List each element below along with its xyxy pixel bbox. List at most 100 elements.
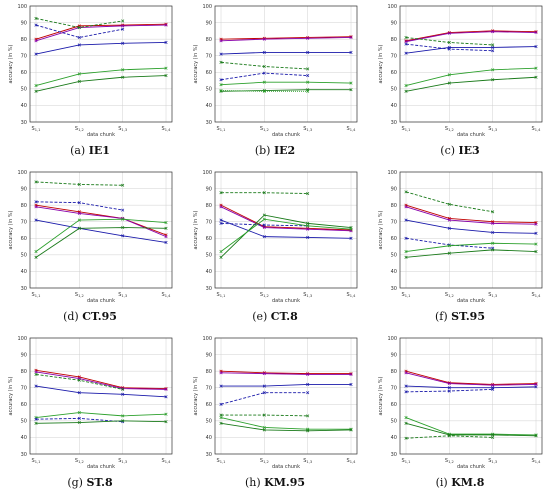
y-tick-label: 40 bbox=[391, 103, 397, 109]
data-point bbox=[164, 235, 168, 239]
data-point bbox=[534, 75, 538, 79]
data-point bbox=[262, 413, 266, 417]
data-point bbox=[404, 205, 408, 209]
caption-letter: (e) bbox=[252, 310, 268, 323]
data-point bbox=[262, 213, 266, 217]
series-line bbox=[405, 191, 493, 213]
series-line bbox=[35, 219, 167, 243]
data-point bbox=[404, 42, 408, 46]
data-point bbox=[491, 230, 495, 235]
data-point bbox=[404, 35, 408, 40]
series-line bbox=[220, 206, 352, 232]
chart-panel: 30 40 50 60 70 80 90 100 S1,1 S1,2 S1,3 S1,4 accurac… bbox=[185, 166, 365, 304]
data-point bbox=[404, 40, 408, 44]
data-point bbox=[219, 384, 223, 388]
data-point bbox=[164, 66, 168, 70]
data-point bbox=[447, 31, 451, 35]
caption-letter: (a) bbox=[70, 144, 86, 157]
plot-frame bbox=[29, 337, 173, 455]
y-tick-label: 60 bbox=[21, 402, 27, 408]
series-line bbox=[220, 89, 351, 92]
y-tick-label: 100 bbox=[202, 4, 212, 10]
data-point bbox=[306, 391, 310, 395]
data-point bbox=[306, 89, 310, 93]
data-point bbox=[262, 37, 266, 41]
data-point bbox=[534, 222, 538, 226]
series-line bbox=[405, 219, 537, 234]
data-point bbox=[491, 433, 495, 437]
data-point bbox=[404, 89, 408, 93]
y-tick-label: 90 bbox=[206, 20, 212, 26]
y-tick-label: 90 bbox=[21, 352, 27, 358]
y-tick-label: 30 bbox=[21, 120, 27, 126]
data-point bbox=[77, 411, 81, 415]
x-tick-label: S1,4 bbox=[347, 126, 357, 132]
chart-svg: 30 40 50 60 70 80 90 100 S1,1 S1,2 S1,3 S1,4 accurac… bbox=[193, 4, 358, 138]
x-axis-label: data chunk bbox=[457, 464, 485, 470]
data-point bbox=[491, 78, 495, 82]
y-tick-label: 40 bbox=[21, 269, 27, 275]
data-point bbox=[306, 224, 310, 228]
y-tick-label: 90 bbox=[391, 352, 397, 358]
chart-panel: 30 40 50 60 70 80 90 100 S1,1 S1,2 S1,3 S1,4 accurac… bbox=[370, 166, 550, 304]
data-point bbox=[404, 415, 408, 420]
data-point bbox=[349, 50, 353, 54]
x-tick-label: S1,3 bbox=[488, 292, 497, 298]
data-point bbox=[404, 390, 408, 394]
series-line bbox=[35, 24, 123, 38]
panel-caption: (b) IE2 bbox=[185, 144, 365, 157]
series-line bbox=[405, 372, 537, 386]
y-tick-label: 90 bbox=[206, 352, 212, 358]
plot-frame bbox=[214, 5, 358, 123]
chart-svg: 30 40 50 60 70 80 90 100 S1,1 S1,2 S1,3 S1,4 accurac… bbox=[378, 4, 543, 138]
x-tick-label: S1,2 bbox=[445, 458, 454, 464]
data-point bbox=[447, 226, 451, 230]
series-line bbox=[405, 249, 537, 258]
y-tick-label: 60 bbox=[21, 70, 27, 76]
data-point bbox=[349, 236, 353, 240]
y-tick-label: 30 bbox=[206, 286, 212, 292]
y-tick-label: 50 bbox=[21, 253, 27, 259]
data-point bbox=[491, 43, 495, 47]
data-point bbox=[306, 235, 310, 240]
y-tick-label: 30 bbox=[206, 120, 212, 126]
data-point bbox=[404, 236, 408, 240]
plot-frame bbox=[214, 171, 358, 289]
data-point bbox=[491, 30, 495, 34]
x-tick-label: S1,4 bbox=[532, 126, 542, 132]
series-line bbox=[405, 31, 537, 43]
data-point bbox=[121, 41, 125, 45]
x-tick-label: S1,4 bbox=[347, 458, 357, 464]
x-tick-label: S1,3 bbox=[118, 458, 127, 464]
x-tick-label: S1,4 bbox=[162, 458, 172, 464]
data-point bbox=[404, 421, 408, 425]
y-tick-label: 40 bbox=[391, 269, 397, 275]
y-axis-label: accuracy (in %) bbox=[193, 210, 199, 249]
data-point bbox=[164, 220, 168, 225]
caption-name: KM.95 bbox=[264, 476, 306, 489]
data-point bbox=[219, 39, 223, 43]
data-point bbox=[219, 205, 223, 209]
data-point bbox=[121, 19, 125, 23]
x-tick-label: S1,1 bbox=[32, 458, 41, 464]
y-tick-label: 50 bbox=[391, 87, 397, 93]
data-point bbox=[404, 255, 408, 259]
data-point bbox=[219, 413, 223, 417]
data-point bbox=[262, 372, 266, 376]
data-point bbox=[121, 225, 125, 230]
data-point bbox=[491, 241, 495, 245]
data-point bbox=[164, 40, 168, 45]
chart-panel: 30 40 50 60 70 80 90 100 S1,1 S1,2 S1,3 S1,4 accurac… bbox=[185, 0, 365, 138]
series-line bbox=[35, 412, 167, 418]
x-tick-label: S1,2 bbox=[75, 292, 84, 298]
series-line bbox=[220, 218, 352, 252]
data-point bbox=[447, 47, 451, 51]
series-line bbox=[220, 417, 351, 430]
data-point bbox=[447, 202, 451, 206]
plot-frame bbox=[214, 337, 358, 455]
caption-letter: (g) bbox=[67, 476, 83, 489]
panel-caption: (g) ST.8 bbox=[0, 476, 180, 489]
y-tick-label: 100 bbox=[202, 336, 212, 342]
data-point bbox=[349, 88, 353, 92]
x-tick-label: S1,2 bbox=[260, 292, 269, 298]
